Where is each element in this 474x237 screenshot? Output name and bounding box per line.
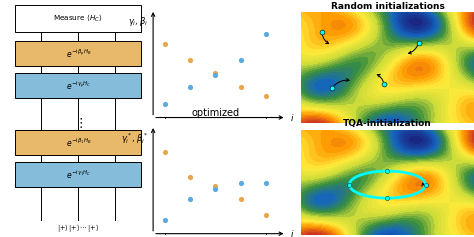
Point <box>186 85 194 88</box>
Bar <box>15 162 141 187</box>
Text: 1: 1 <box>162 123 167 132</box>
Point <box>161 42 168 46</box>
Text: 5: 5 <box>264 123 269 132</box>
Text: optimized: optimized <box>191 108 239 118</box>
Point <box>237 85 245 88</box>
Text: initialization: initialization <box>185 0 245 2</box>
Point <box>211 73 219 77</box>
Point <box>161 150 168 154</box>
Point <box>186 197 194 201</box>
Title: Random initializations: Random initializations <box>330 2 445 11</box>
Text: $|{+}\rangle\,|{+}\rangle\,\cdots\,|{+}\rangle$: $|{+}\rangle\,|{+}\rangle\,\cdots\,|{+}\… <box>57 222 100 233</box>
Text: $e^{-\mathrm{i}\beta_1 H_B}$: $e^{-\mathrm{i}\beta_1 H_B}$ <box>65 137 91 149</box>
Text: $\gamma_i^*, \beta_i^*$: $\gamma_i^*, \beta_i^*$ <box>121 131 148 146</box>
Point <box>237 59 245 62</box>
Point <box>262 213 270 217</box>
Text: $i$: $i$ <box>290 228 295 237</box>
Text: $\vdots$: $\vdots$ <box>74 116 82 130</box>
Point <box>161 102 168 106</box>
Bar <box>15 5 141 32</box>
Text: $e^{-\mathrm{i}\gamma_p H_C}$: $e^{-\mathrm{i}\gamma_p H_C}$ <box>65 80 91 92</box>
Point <box>211 71 219 75</box>
Text: $e^{-\mathrm{i}\gamma_1 H_C}$: $e^{-\mathrm{i}\gamma_1 H_C}$ <box>65 169 91 181</box>
Point <box>237 181 245 185</box>
Text: $\gamma_i, \beta_i$: $\gamma_i, \beta_i$ <box>128 15 148 28</box>
Point <box>262 32 270 36</box>
Point <box>262 181 270 185</box>
Point <box>237 197 245 201</box>
Bar <box>15 130 141 155</box>
Point <box>186 59 194 62</box>
Point <box>186 175 194 178</box>
Bar <box>15 41 141 66</box>
Text: $i$: $i$ <box>290 112 295 123</box>
Bar <box>15 73 141 98</box>
Point <box>262 94 270 98</box>
Text: TQA-initialization: TQA-initialization <box>343 119 432 128</box>
Point <box>211 187 219 191</box>
Text: $e^{-\mathrm{i}\beta_p H_B}$: $e^{-\mathrm{i}\beta_p H_B}$ <box>65 48 91 60</box>
Text: Measure $\langle H_C\rangle$: Measure $\langle H_C\rangle$ <box>54 13 103 24</box>
Point <box>161 218 168 222</box>
Point <box>211 184 219 188</box>
